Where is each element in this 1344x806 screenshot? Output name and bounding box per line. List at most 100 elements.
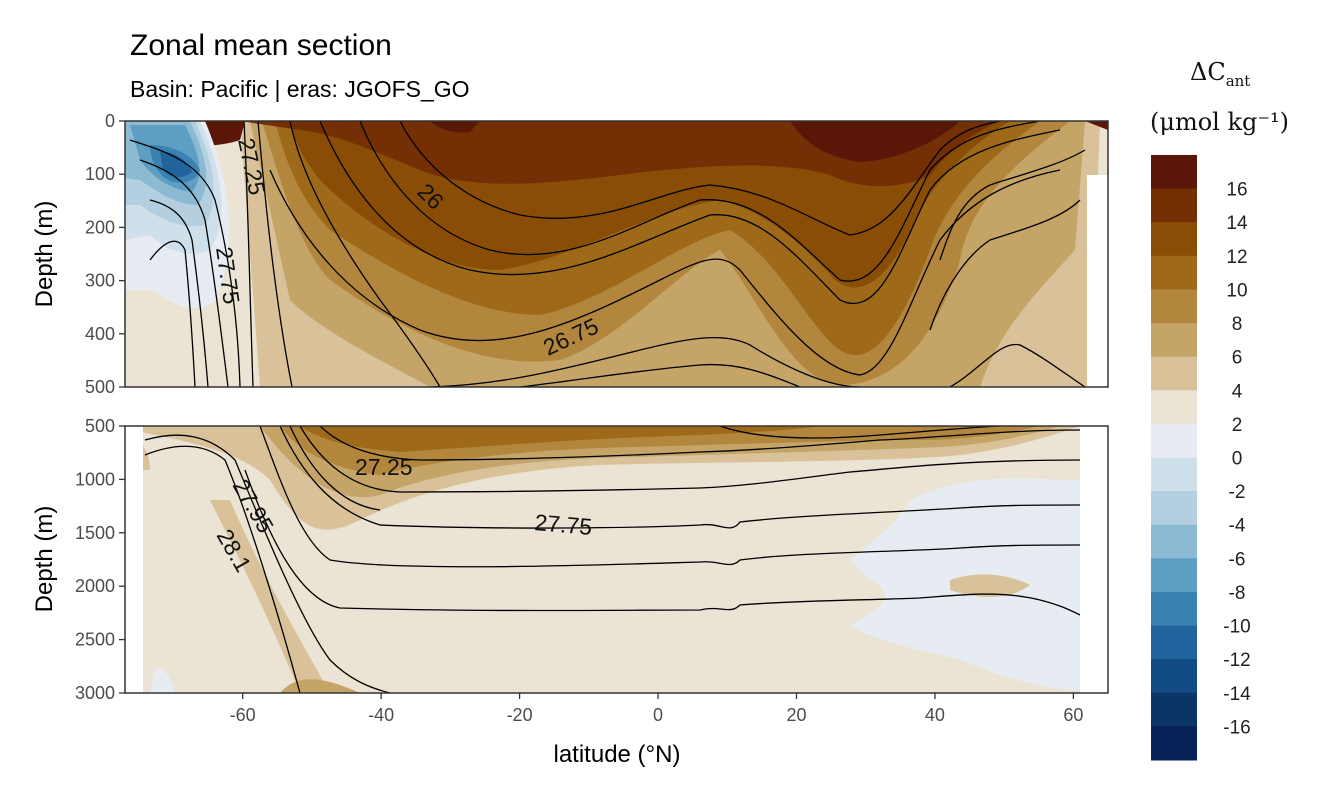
legend-level-label: 16 bbox=[1226, 180, 1247, 201]
contour-line bbox=[149, 240, 196, 387]
legend-units: (μmol kg⁻¹) bbox=[1150, 108, 1289, 136]
legend-level-label: 8 bbox=[1232, 314, 1243, 335]
legend-level-label: -14 bbox=[1223, 684, 1251, 705]
legend-level-label: -16 bbox=[1223, 717, 1250, 738]
contour-label: 27.25 bbox=[355, 454, 413, 480]
legend-swatch bbox=[1151, 188, 1197, 223]
x-tick-label: -20 bbox=[507, 705, 533, 725]
region-fill bbox=[790, 121, 960, 162]
contour-line bbox=[319, 121, 1061, 305]
legend-title-subscript: ant bbox=[1226, 72, 1251, 90]
contour-line bbox=[289, 426, 381, 511]
contour-line bbox=[319, 426, 1081, 461]
legend-title-main: ΔC bbox=[1190, 58, 1226, 86]
legend-level-label: 12 bbox=[1226, 247, 1247, 268]
y-tick-label: 1500 bbox=[75, 523, 115, 543]
legend-swatch bbox=[1151, 558, 1197, 593]
upper-panel: 27.25 27.75 26 26.75 bbox=[124, 120, 1109, 388]
region-fill bbox=[1085, 121, 1108, 130]
contour-line bbox=[144, 434, 391, 693]
contour-line bbox=[149, 199, 209, 387]
region-fill bbox=[430, 121, 480, 133]
contour-line bbox=[243, 121, 254, 387]
no-data-area bbox=[1087, 175, 1108, 387]
no-data-area bbox=[1080, 426, 1108, 693]
contour-line bbox=[949, 343, 1086, 387]
y-tick-label: 500 bbox=[85, 416, 115, 436]
contour-line bbox=[719, 426, 1001, 439]
upper-panel-fill-regions bbox=[125, 121, 1108, 387]
contour-line bbox=[519, 363, 801, 387]
legend-tick-labels: 16 14 12 10 8 6 4 2 0 -2 -4 -6 -8 -10 -12 -14 -16 bbox=[1223, 180, 1251, 739]
region-fill bbox=[150, 669, 175, 693]
legend-swatch bbox=[1151, 423, 1197, 458]
contour-line bbox=[129, 139, 241, 387]
lower-panel-border bbox=[124, 425, 1109, 694]
legend-level-label: -12 bbox=[1223, 650, 1250, 671]
contour-line bbox=[139, 159, 229, 387]
lower-contours bbox=[144, 426, 1081, 693]
y-tick-label: 200 bbox=[85, 217, 115, 237]
legend-swatch bbox=[1151, 323, 1197, 358]
legend-swatch bbox=[1151, 726, 1197, 761]
legend-level-label: -10 bbox=[1223, 617, 1250, 638]
x-tick-label: -40 bbox=[368, 705, 394, 725]
x-axis: -60 -40 -20 0 20 40 60 bbox=[230, 693, 1083, 725]
region-fill bbox=[210, 500, 330, 693]
contour-line bbox=[939, 149, 1086, 261]
contour-line bbox=[359, 121, 1041, 282]
legend-swatch bbox=[1151, 222, 1197, 257]
legend-swatch bbox=[1151, 255, 1197, 290]
legend-swatch bbox=[1151, 155, 1197, 190]
legend-level-label: 6 bbox=[1232, 348, 1243, 369]
y-tick-label: 400 bbox=[85, 324, 115, 344]
contour-line bbox=[244, 469, 1081, 616]
y-tick-label: 2000 bbox=[75, 576, 115, 596]
x-tick-label: 40 bbox=[925, 705, 945, 725]
y-tick-label: 300 bbox=[85, 271, 115, 291]
x-tick-label: 60 bbox=[1063, 705, 1083, 725]
legend-swatch bbox=[1151, 591, 1197, 627]
legend-swatch bbox=[1151, 625, 1197, 660]
chart-title: Zonal mean section bbox=[130, 29, 392, 62]
region-fill bbox=[950, 574, 1030, 597]
legend-level-label: 4 bbox=[1232, 381, 1243, 402]
x-axis-title: latitude (°N) bbox=[554, 741, 681, 768]
color-legend: ΔCant (μmol kg⁻¹) 16 14 12 10 8 6 4 2 0 -2 -4 -6 -8 -… bbox=[1150, 58, 1289, 761]
contour-line bbox=[299, 426, 1081, 493]
legend-title: ΔCant bbox=[1190, 58, 1250, 90]
x-tick-label: 20 bbox=[786, 705, 806, 725]
region-fill bbox=[300, 426, 820, 452]
contour-line bbox=[259, 426, 1081, 568]
legend-level-label: -6 bbox=[1229, 549, 1246, 570]
y-tick-label: 1000 bbox=[75, 469, 115, 489]
legend-level-label: -8 bbox=[1229, 583, 1246, 604]
no-data-area bbox=[125, 426, 143, 693]
contour-line bbox=[144, 445, 301, 693]
legend-level-label: 0 bbox=[1232, 449, 1243, 470]
legend-swatch bbox=[1151, 356, 1197, 391]
lower-y-axis: 500 1000 1500 2000 2500 3000 bbox=[75, 416, 125, 703]
lower-panel-fill-regions bbox=[125, 426, 1108, 693]
legend-swatch bbox=[1151, 692, 1197, 727]
contour-line bbox=[269, 169, 1061, 376]
legend-swatch bbox=[1151, 390, 1197, 425]
legend-level-label: -2 bbox=[1229, 482, 1246, 503]
legend-level-label: 2 bbox=[1232, 415, 1243, 436]
legend-level-label: -4 bbox=[1229, 516, 1246, 537]
legend-level-label: 14 bbox=[1226, 213, 1248, 234]
legend-level-label: 10 bbox=[1226, 280, 1247, 301]
x-tick-label: 0 bbox=[653, 705, 663, 725]
legend-swatch bbox=[1151, 457, 1197, 492]
lower-y-axis-title: Depth (m) bbox=[31, 506, 58, 613]
y-tick-label: 3000 bbox=[75, 683, 115, 703]
upper-panel-border bbox=[124, 120, 1109, 388]
contour-line bbox=[399, 121, 1001, 236]
chart-subtitle: Basin: Pacific | eras: JGOFS_GO bbox=[130, 76, 470, 102]
contour-label: 27.75 bbox=[534, 509, 594, 540]
contour-line bbox=[257, 121, 293, 387]
upper-contours bbox=[129, 121, 1086, 387]
legend-colorbar bbox=[1151, 155, 1197, 761]
y-tick-label: 0 bbox=[105, 111, 115, 131]
